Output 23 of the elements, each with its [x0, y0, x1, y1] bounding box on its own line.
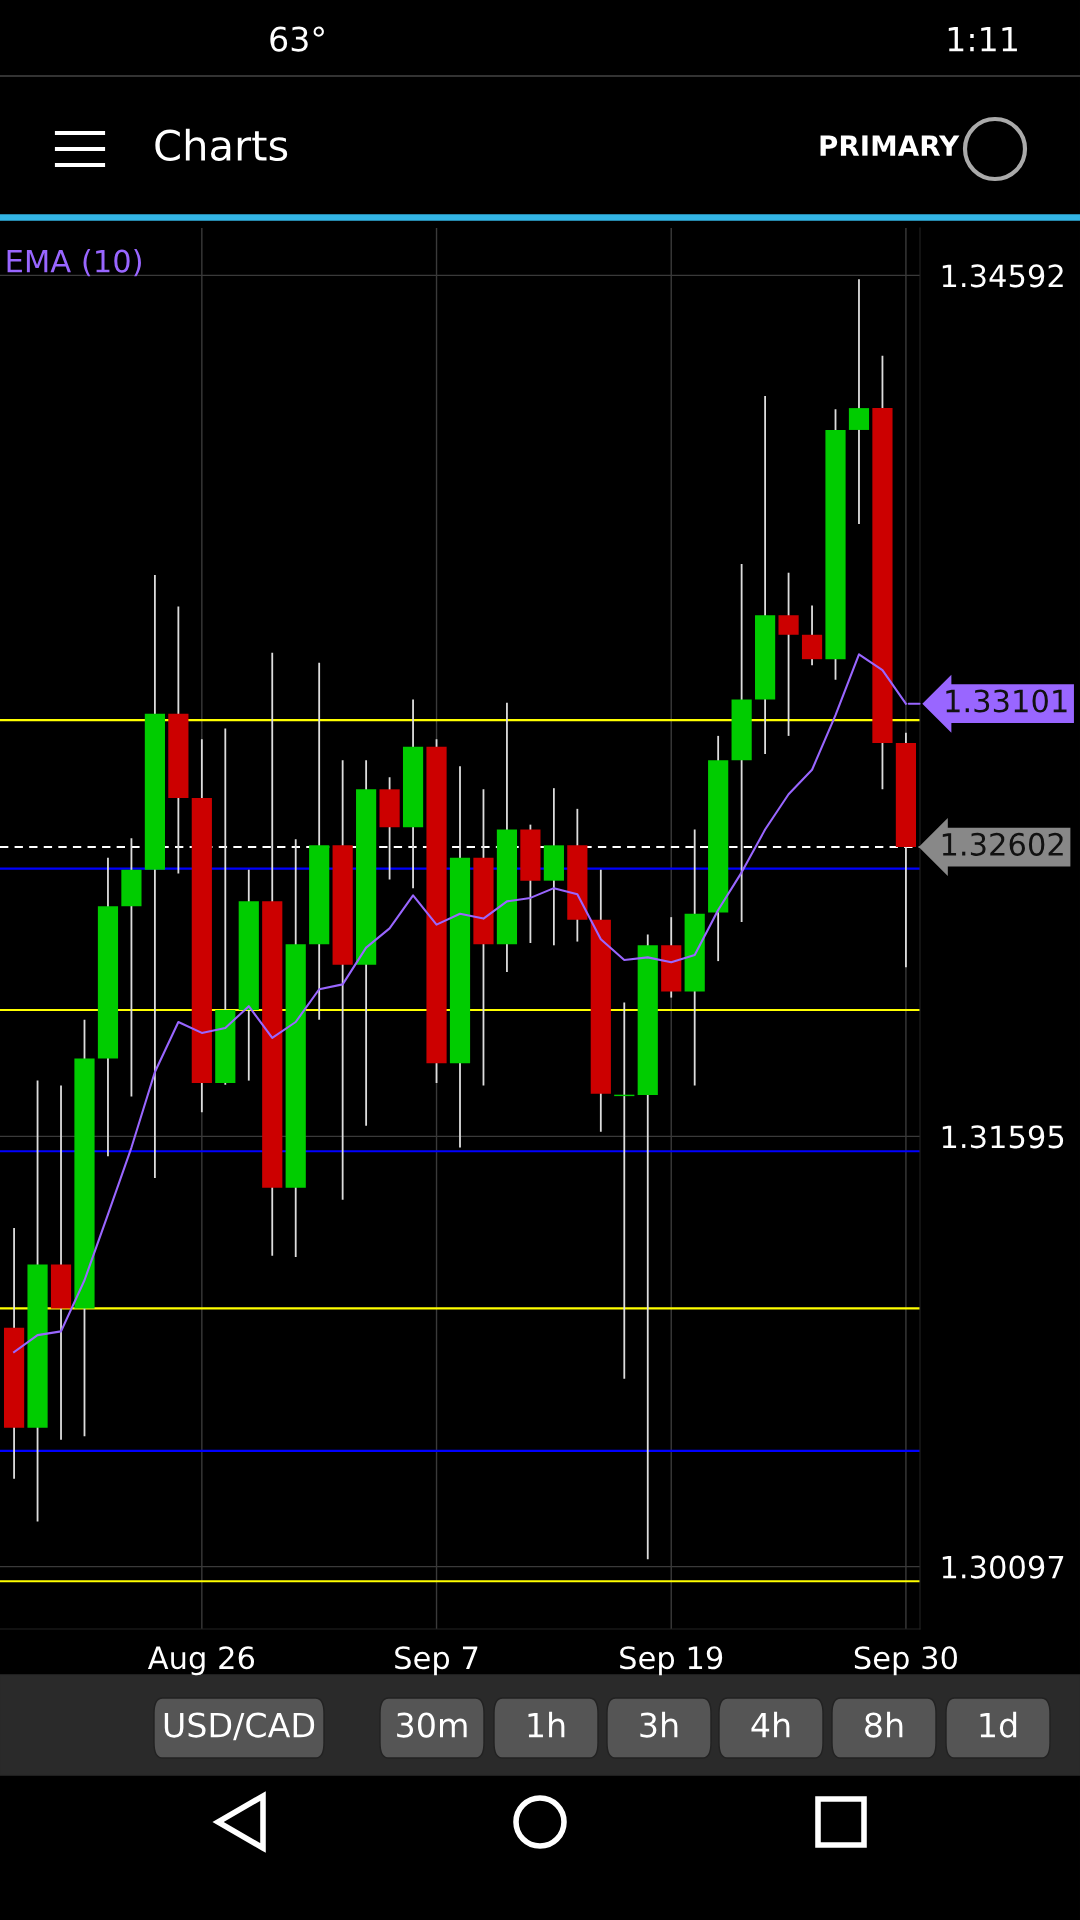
text: 3h	[640, 1711, 678, 1738]
ref-line-label: 1.32602	[942, 832, 1063, 856]
data-label: 1.33101	[946, 689, 1067, 713]
y-tick-label: 1.31595	[942, 1125, 1064, 1149]
text: 4h	[751, 1711, 790, 1738]
x-tick-label: Sep 30	[854, 1646, 957, 1676]
text: PRIMARY	[820, 135, 960, 156]
text: EMA (10)	[7, 249, 141, 277]
text: 30m	[397, 1712, 467, 1738]
candlestick	[778, 571, 799, 737]
text: 1:11	[948, 26, 1017, 52]
text: 63°	[270, 26, 324, 52]
chart-title: Charts	[155, 128, 288, 162]
x-tick-label: Sep 7	[395, 1646, 478, 1676]
text: USD/CAD	[164, 1712, 315, 1741]
y-tick-label: 1.34592	[942, 264, 1063, 288]
candlestick	[848, 278, 870, 525]
y-tick-label: 1.30097	[942, 1555, 1064, 1579]
text: 1d	[980, 1711, 1017, 1738]
x-tick-label: Sep 19	[620, 1646, 723, 1676]
text: 1h	[528, 1711, 565, 1738]
x-tick-label: Aug 26	[147, 1646, 255, 1676]
text: 8h	[865, 1711, 903, 1738]
